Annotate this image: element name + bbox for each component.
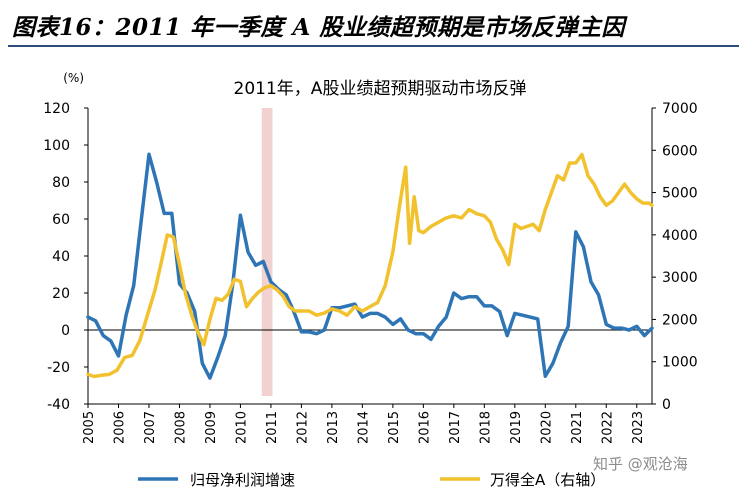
y-right-tick-label: 5000: [662, 186, 698, 202]
x-tick-label: 2015: [387, 411, 402, 444]
y-left-tick-label: 40: [52, 249, 70, 265]
y-left-tick-label: 60: [52, 212, 70, 228]
y-right-tick-label: 6000: [662, 143, 698, 159]
x-tick-label: 2023: [631, 411, 646, 444]
header-divider: [8, 45, 739, 47]
y-left-tick-label: 100: [43, 138, 70, 154]
y-left-tick-label: 20: [52, 286, 70, 302]
x-tick-label: 2014: [356, 411, 371, 444]
y-left-tick-label: -40: [47, 397, 70, 413]
y-left-tick-label: 80: [52, 175, 70, 191]
x-tick-label: 2007: [143, 411, 158, 444]
y-right-tick-label: 0: [662, 397, 671, 413]
y-left-unit-label: (%): [63, 71, 84, 85]
y-right-tick-label: 2000: [662, 312, 698, 328]
series-line-1: [86, 152, 654, 380]
x-tick-label: 2021: [570, 411, 585, 444]
x-tick-label: 2012: [295, 411, 310, 444]
figure-title: 图表16：2011 年一季度 A 股业绩超预期是市场反弹主因: [12, 14, 625, 41]
highlight-band: [261, 108, 273, 396]
x-tick-label: 2022: [600, 411, 615, 444]
y-left-tick-label: -20: [47, 360, 70, 376]
x-tick-label: 2017: [448, 411, 463, 444]
x-tick-label: 2016: [417, 411, 432, 444]
x-tick-label: 2010: [234, 411, 249, 444]
x-tick-label: 2011: [265, 411, 280, 444]
y-left-tick-label: 0: [61, 323, 70, 339]
figure-header: 图表16：2011 年一季度 A 股业绩超预期是市场反弹主因: [0, 0, 747, 48]
series-line-2: [86, 152, 654, 379]
watermark-text: 知乎 @观沧海: [593, 455, 688, 473]
x-tick-label: 2009: [204, 411, 219, 444]
x-tick-label: 2020: [539, 411, 554, 444]
legend-label-1: 归母净利润增速: [190, 471, 295, 489]
y-right-tick-label: 4000: [662, 228, 698, 244]
x-tick-label: 2008: [173, 411, 188, 444]
chart-title: 2011年，A股业绩超预期驱动市场反弹: [234, 79, 527, 99]
x-tick-label: 2006: [112, 411, 127, 444]
x-tick-label: 2005: [82, 411, 97, 444]
x-tick-label: 2019: [509, 411, 524, 444]
legend-label-2: 万得全A（右轴）: [490, 471, 605, 489]
x-tick-label: 2013: [326, 411, 341, 444]
y-right-tick-label: 7000: [662, 101, 698, 117]
x-tick-label: 2018: [478, 411, 493, 444]
y-left-tick-label: 120: [43, 101, 70, 117]
y-right-tick-label: 1000: [662, 355, 698, 371]
y-right-tick-label: 3000: [662, 270, 698, 286]
